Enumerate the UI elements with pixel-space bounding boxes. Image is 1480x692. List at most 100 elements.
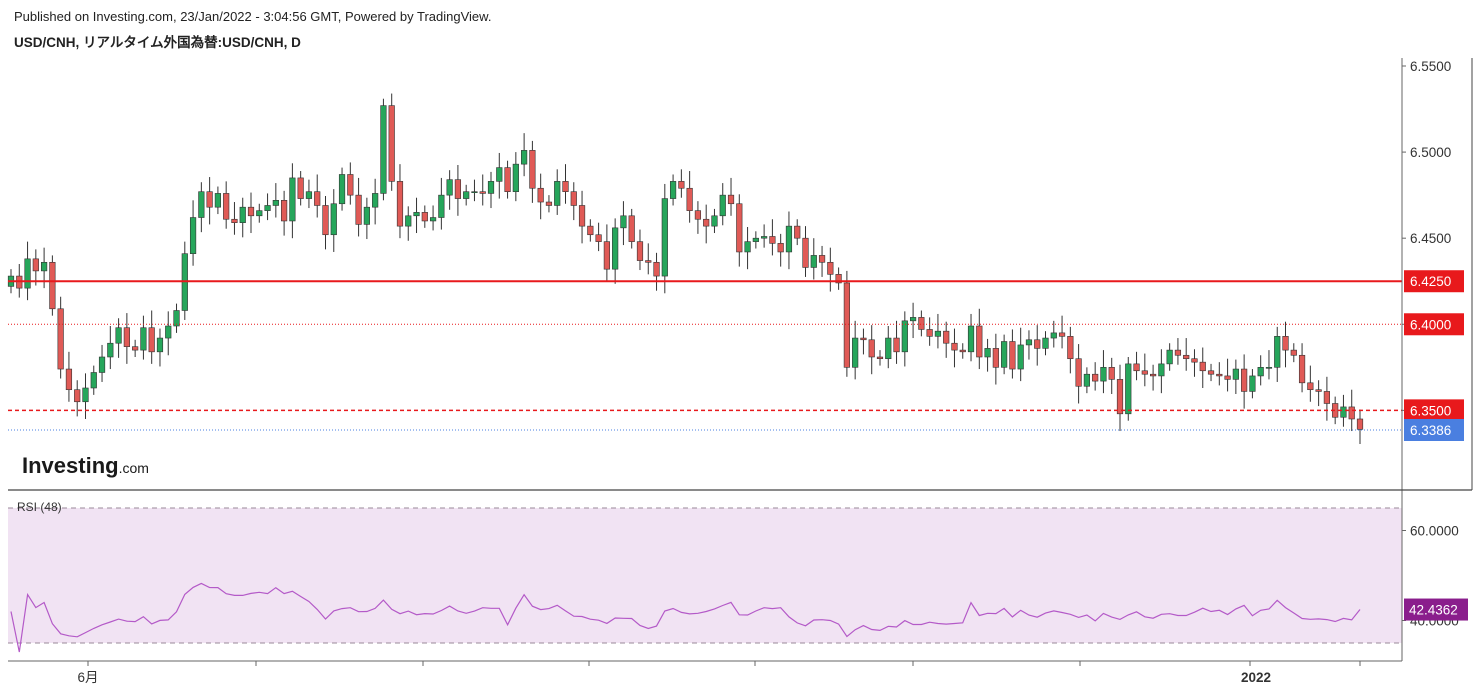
candle-body (49, 261, 56, 310)
candle (1166, 343, 1173, 371)
candle (686, 171, 693, 223)
candle-body (595, 234, 602, 242)
candle (868, 325, 875, 375)
candle (90, 365, 97, 395)
candle-body (1207, 370, 1215, 375)
candle-body (413, 212, 420, 217)
price-badges: 6.4250 6.4000 6.3500 6.3386 42.4362 (1404, 270, 1468, 621)
candle (1340, 394, 1347, 427)
candle (239, 197, 246, 238)
candle (901, 311, 908, 367)
candle (1034, 325, 1041, 366)
candle (967, 313, 975, 362)
candle (976, 308, 983, 370)
candle (1265, 350, 1273, 380)
candle-body (115, 327, 122, 344)
candle-body (1315, 389, 1322, 392)
time-tick-label: 2022 (1241, 670, 1271, 685)
candle-body (744, 241, 751, 253)
candle-body (885, 337, 892, 360)
candle (661, 183, 668, 294)
candle (736, 194, 743, 267)
candle-body (504, 167, 511, 192)
candle (885, 326, 892, 369)
candle (156, 328, 164, 367)
candle-body (876, 356, 884, 360)
rsi-label: RSI (48) (17, 500, 62, 514)
candle (1183, 338, 1190, 371)
candle (909, 302, 917, 339)
candle (446, 170, 453, 210)
candle-body (1257, 367, 1264, 377)
candle (959, 343, 966, 359)
candle (49, 255, 56, 316)
candle-body (661, 198, 668, 277)
candle-body (264, 205, 271, 211)
price-tick-label: 6.5500 (1410, 59, 1451, 74)
candle-body (678, 181, 685, 189)
candle-body (901, 320, 908, 353)
candle (355, 177, 362, 237)
candle-body (380, 105, 387, 194)
candle (876, 350, 884, 366)
candle (1348, 389, 1355, 432)
candle-body (330, 203, 337, 236)
candle-body (1249, 375, 1256, 392)
candle-body (868, 339, 875, 358)
candle (32, 249, 39, 286)
candle-body (703, 218, 710, 227)
price-tick-label: 6.5000 (1410, 145, 1451, 160)
candle-body (529, 150, 536, 189)
candle (926, 317, 933, 346)
candle-body (1232, 368, 1239, 380)
candle (231, 202, 238, 235)
candle-body (545, 201, 553, 206)
candle-body (1199, 361, 1206, 372)
candle-body (893, 337, 900, 353)
candle (338, 167, 346, 211)
candle (669, 174, 677, 206)
candle (744, 226, 751, 270)
candle-body (438, 194, 445, 218)
candle-body (1083, 373, 1090, 387)
candle (694, 201, 702, 234)
candle (893, 320, 900, 364)
candle (65, 351, 73, 402)
candle (198, 182, 205, 233)
rsi-band-fill (8, 508, 1402, 643)
candle-body (214, 193, 222, 208)
candle-body (429, 217, 437, 222)
time-tick-label: 6月 (77, 670, 98, 685)
candle (421, 205, 428, 228)
candle (454, 165, 462, 216)
candle-body (405, 215, 412, 227)
candle (264, 193, 271, 221)
candle (1042, 331, 1049, 356)
candle-body (322, 205, 329, 236)
candle-body (1290, 349, 1297, 356)
candle (322, 196, 329, 250)
candle-body (1183, 354, 1190, 360)
candle (1199, 347, 1206, 388)
candle (595, 222, 602, 252)
candle (852, 320, 859, 380)
candle-body (1034, 339, 1041, 349)
candle (1083, 367, 1090, 394)
candle-body (810, 255, 817, 268)
candle-body (1133, 363, 1140, 372)
candle-body (1075, 358, 1082, 387)
candle (405, 206, 412, 241)
candle (380, 98, 387, 201)
level-badge: 6.3500 (1410, 403, 1451, 418)
candle (256, 203, 263, 223)
candle-body (827, 261, 834, 275)
level-badge: 6.4250 (1410, 274, 1451, 289)
candle (132, 339, 139, 357)
candle (148, 310, 155, 364)
candle-body (74, 389, 81, 403)
candle (314, 174, 321, 218)
candle-body (554, 181, 561, 206)
candle (1100, 350, 1107, 394)
candle (74, 380, 81, 417)
